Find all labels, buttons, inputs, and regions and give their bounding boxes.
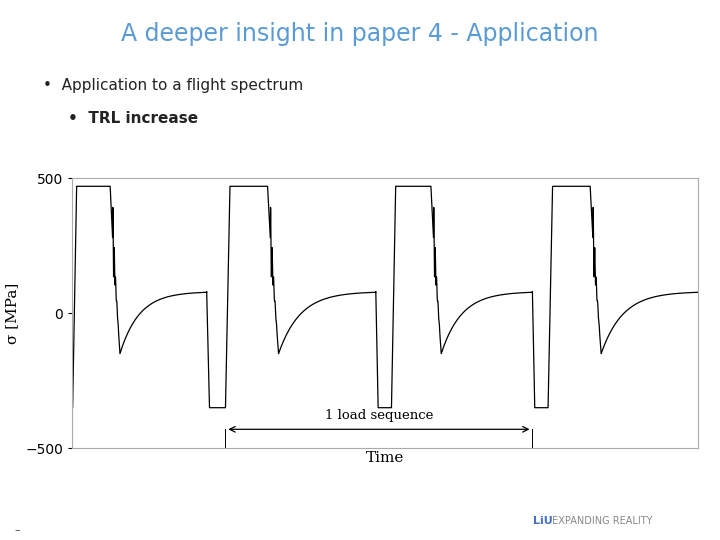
Text: •  Application to a flight spectrum: • Application to a flight spectrum — [43, 78, 303, 93]
Text: •  TRL increase: • TRL increase — [68, 111, 199, 126]
Text: 1 load sequence: 1 load sequence — [325, 409, 433, 422]
X-axis label: Time: Time — [366, 451, 405, 465]
Text: EXPANDING REALITY: EXPANDING REALITY — [549, 516, 652, 526]
Text: LiU: LiU — [533, 516, 552, 526]
Text: –: – — [14, 524, 20, 535]
Y-axis label: σ [MPa]: σ [MPa] — [6, 282, 19, 344]
Text: A deeper insight in paper 4 - Application: A deeper insight in paper 4 - Applicatio… — [121, 22, 599, 45]
